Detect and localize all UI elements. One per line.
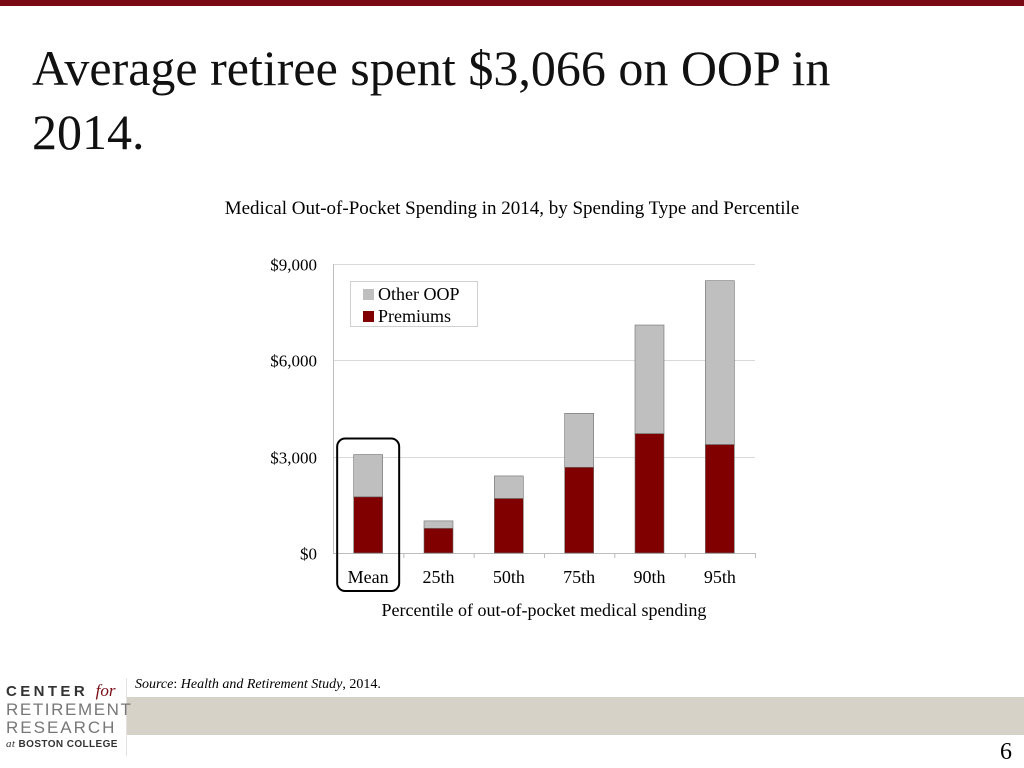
chart-title: Medical Out-of-Pocket Spending in 2014, … bbox=[224, 198, 800, 219]
bar-premiums bbox=[353, 496, 383, 554]
legend-swatch-other-oop bbox=[363, 289, 374, 300]
crr-logo: CENTER for RETIREMENT RESEARCH at BOSTON… bbox=[0, 678, 131, 756]
bar-premiums bbox=[705, 444, 735, 554]
x-tick-label: 25th bbox=[422, 567, 454, 587]
page-number: 6 bbox=[1000, 739, 1012, 765]
logo-line-retirement: RETIREMENT bbox=[6, 700, 133, 719]
bar-premiums bbox=[494, 498, 524, 554]
x-tick-label: 75th bbox=[563, 567, 595, 587]
bar-premiums bbox=[634, 433, 665, 554]
x-axis-label: Percentile of out-of-pocket medical spen… bbox=[381, 600, 707, 620]
bar-other-oop bbox=[634, 324, 665, 434]
bar-other-oop bbox=[494, 475, 524, 499]
legend-label-other-oop: Other OOP bbox=[378, 284, 460, 304]
legend-item-other-oop: Other OOP bbox=[363, 283, 460, 305]
top-accent-rule bbox=[0, 0, 1024, 6]
footer-band bbox=[0, 697, 1024, 735]
bar-other-oop bbox=[353, 454, 383, 498]
x-tick-label: 95th bbox=[704, 567, 736, 587]
bar-other-oop bbox=[423, 520, 454, 529]
logo-line-boston-college: at BOSTON COLLEGE bbox=[6, 738, 118, 750]
legend-item-premiums: Premiums bbox=[363, 305, 451, 327]
y-tick-label: $6,000 bbox=[270, 352, 317, 371]
legend-swatch-premiums bbox=[363, 311, 374, 322]
y-tick-label: $0 bbox=[300, 545, 317, 564]
y-tick-label: $3,000 bbox=[270, 449, 317, 468]
source-note: Source: Health and Retirement Study, 201… bbox=[135, 677, 381, 692]
y-tick-label: $9,000 bbox=[270, 256, 317, 275]
bar-premiums bbox=[423, 527, 454, 554]
bar-other-oop bbox=[564, 413, 594, 468]
bar-other-oop bbox=[705, 280, 735, 445]
x-tick-label: Mean bbox=[348, 567, 389, 587]
legend-label-premiums: Premiums bbox=[378, 306, 452, 326]
logo-line-research: RESEARCH bbox=[6, 718, 117, 737]
x-tick-label: 90th bbox=[633, 567, 665, 587]
chart-legend: Other OOP Premiums bbox=[350, 281, 478, 327]
bar-premiums bbox=[564, 466, 594, 554]
logo-line-center: CENTER for bbox=[6, 681, 116, 700]
highlight-box-mean bbox=[336, 437, 401, 592]
x-tick-label: 50th bbox=[493, 567, 525, 587]
slide-title: Average retiree spent $3,066 on OOP in 2… bbox=[32, 40, 831, 160]
